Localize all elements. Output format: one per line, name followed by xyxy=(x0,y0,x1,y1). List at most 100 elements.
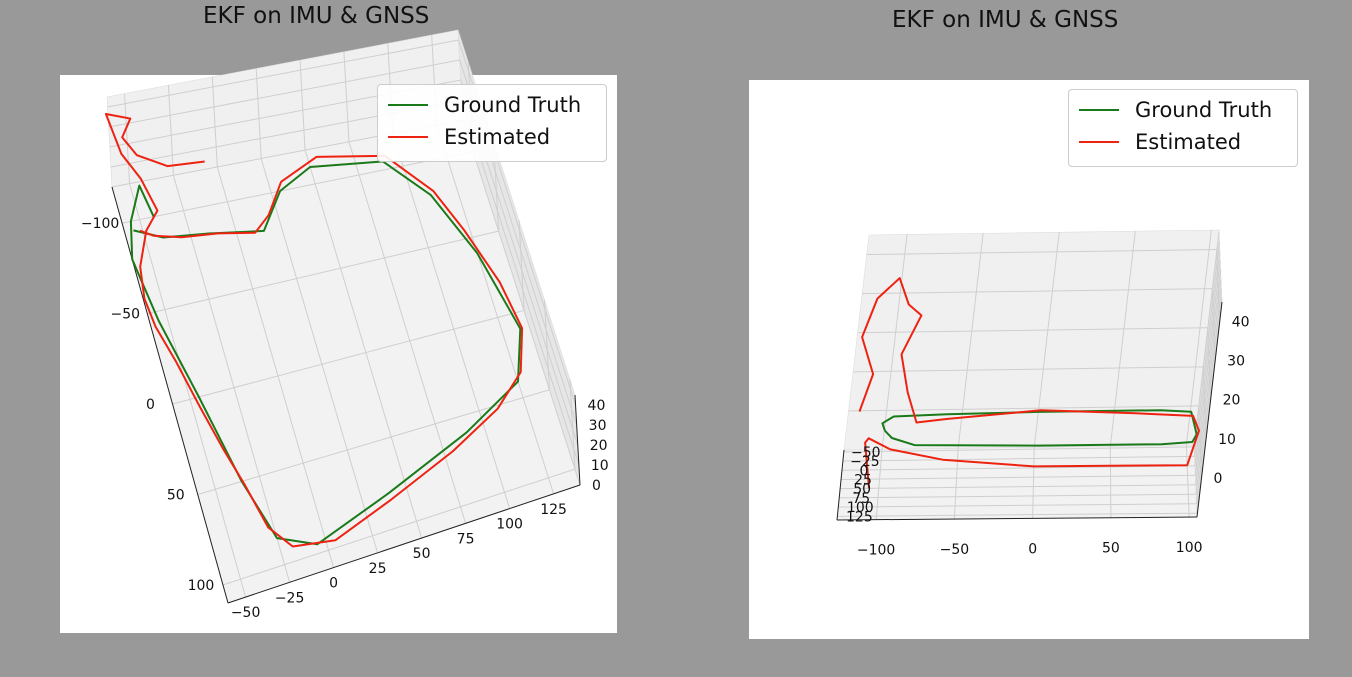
chart-2-grid-y xyxy=(842,455,1195,462)
chart-2-grid-y xyxy=(841,474,1196,480)
chart-1-z-tick-label: 10 xyxy=(591,458,609,474)
chart-2-x-tick-label: 0 xyxy=(1028,541,1037,557)
chart-2-grid-y-wall xyxy=(1194,260,1221,476)
legend-line-ground-truth xyxy=(1079,109,1119,111)
chart-1-y-tick-label: 0 xyxy=(146,397,155,413)
chart-1-series-estimated xyxy=(104,113,524,548)
legend-line-ground-truth xyxy=(388,104,428,106)
chart-1-x-tick-label: 0 xyxy=(329,576,338,592)
chart-2-z-tick-label: 40 xyxy=(1232,315,1250,331)
legend-label-estimated: Estimated xyxy=(444,125,551,149)
chart-2-y-axis-spine xyxy=(836,449,845,521)
chart-1-title: EKF on IMU & GNSS xyxy=(203,3,430,29)
chart-2-grid-y xyxy=(839,493,1197,499)
chart-2-x-axis-spine xyxy=(836,516,1198,521)
chart-2-y-tick-label: 100 xyxy=(847,500,874,516)
chart-2-grid-y-wall xyxy=(1193,231,1220,447)
chart-1-x-tick-label: 50 xyxy=(413,546,431,562)
chart-2-x-tick-label: −100 xyxy=(857,543,895,559)
chart-2-z-tick-label: 10 xyxy=(1218,432,1236,448)
chart-2-z-axis-spine xyxy=(1196,301,1223,518)
chart-1-grid-y xyxy=(222,468,576,586)
chart-1-z-tick-label: 0 xyxy=(592,478,601,494)
chart-1-x-tick-label: −50 xyxy=(231,605,261,621)
chart-2-y-tick-label: −25 xyxy=(850,454,880,470)
chart-1-grid-z xyxy=(108,59,460,128)
legend-label-estimated: Estimated xyxy=(1135,130,1242,154)
chart-1-grid-x xyxy=(436,124,555,495)
chart-1-grid-x-wall xyxy=(211,76,218,167)
chart-1-grid-y xyxy=(147,230,499,315)
chart-2-grid-y-wall xyxy=(1195,279,1222,495)
chart-2-grid-x xyxy=(875,449,883,520)
chart-2-grid-y xyxy=(841,465,1195,471)
chart-1-grid-x xyxy=(129,183,247,598)
chart-2-grid-y-wall xyxy=(1196,298,1223,514)
chart-1-grid-x xyxy=(348,141,467,524)
chart-1-y-tick-label: −100 xyxy=(81,216,119,232)
chart-2-grid-x xyxy=(1185,445,1190,518)
chart-1-grid-x xyxy=(260,158,379,553)
chart-1-x-axis-spine xyxy=(227,484,581,604)
chart-2-grid-z xyxy=(1202,366,1207,439)
legend-label-ground-truth: Ground Truth xyxy=(444,93,582,117)
legend-item-estimated: Estimated xyxy=(1069,126,1297,158)
chart-1-x-tick-label: 125 xyxy=(540,502,567,518)
chart-2-x-tick-label: 50 xyxy=(1102,541,1120,557)
chart-2-grid-x-wall xyxy=(881,234,908,450)
chart-2-grid-z xyxy=(853,366,1204,373)
chart-1-z-tick-label: 40 xyxy=(588,398,606,414)
chart-1-x-tick-label: −25 xyxy=(275,590,305,606)
legend-line-estimated xyxy=(1079,141,1119,143)
chart-2-grid-x-wall xyxy=(957,233,984,449)
chart-2-y-tick-label: 25 xyxy=(854,472,872,488)
chart-2-grid-y-wall xyxy=(1195,288,1222,504)
chart-1-z-axis-spine xyxy=(574,394,581,486)
chart-1-grid-y-wall xyxy=(569,379,576,470)
chart-1-grid-x-wall xyxy=(167,85,174,176)
chart-2-series-estimated xyxy=(858,277,1200,489)
chart-1-grid-y-wall xyxy=(518,220,525,311)
legend-item-estimated: Estimated xyxy=(378,121,606,153)
chart-2-grid-z xyxy=(1216,249,1221,322)
chart-2-grid-z xyxy=(866,249,1217,256)
legend-item-ground-truth: Ground Truth xyxy=(1069,94,1297,126)
legend-line-estimated xyxy=(388,136,428,138)
chart-1-grid-y-wall xyxy=(543,299,550,390)
chart-1-grid-x-wall xyxy=(124,93,131,184)
chart-2-grid-z xyxy=(1207,327,1212,400)
chart-1-z-tick-label: 20 xyxy=(590,438,608,454)
chart-2-panel: −100 −50 0 50 100 −50 −25 0 25 50 75 100 125 0 10 20 30 4… xyxy=(749,80,1309,639)
chart-1-x-tick-label: 75 xyxy=(457,531,475,547)
legend-item-ground-truth: Ground Truth xyxy=(378,89,606,121)
chart-2-y-tick-label: 50 xyxy=(853,482,871,498)
chart-1-grid-z xyxy=(462,119,581,486)
chart-1-grid-x xyxy=(392,133,511,509)
chart-1-grid-x xyxy=(172,175,291,583)
chart-1-grid-x-wall xyxy=(255,68,262,159)
chart-2-grid-x xyxy=(1109,446,1112,518)
chart-2-grid-z xyxy=(1211,288,1216,361)
chart-2-grid-z xyxy=(862,288,1213,295)
chart-1-series-ground-truth xyxy=(129,160,522,546)
chart-2-y-tick-label: 125 xyxy=(846,509,873,525)
chart-1-grid-y xyxy=(172,309,525,405)
chart-2-floor xyxy=(836,444,1198,521)
chart-2-grid-y-wall xyxy=(1195,269,1222,485)
chart-2-svg: −100 −50 0 50 100−50−25025507510012501020304… xyxy=(836,229,1250,559)
chart-2-grid-z xyxy=(848,405,1199,412)
chart-1-legend: Ground Truth Estimated xyxy=(377,84,607,162)
chart-1-y-tick-label: 50 xyxy=(167,487,185,503)
chart-2-legend: Ground Truth Estimated xyxy=(1068,89,1298,167)
chart-2-series-ground-truth xyxy=(881,409,1198,447)
chart-2-y-tick-label: 75 xyxy=(852,491,870,507)
chart-1-z-tick-label: 30 xyxy=(589,418,607,434)
chart-1-y-tick-label: 100 xyxy=(188,578,215,594)
chart-2-y-tick-label: −50 xyxy=(851,445,881,461)
chart-1-grid-x-wall xyxy=(299,60,306,151)
chart-1-panel: −50 −25 0 25 50 75 100 125 −100 −50 0 50 100 0 10 20 30 4… xyxy=(60,29,617,633)
chart-2-grid-z xyxy=(1198,405,1203,478)
chart-2-x-tick-label: −50 xyxy=(940,542,970,558)
chart-2-y-tick-label: 0 xyxy=(860,463,869,479)
chart-1-grid-y xyxy=(121,151,474,224)
